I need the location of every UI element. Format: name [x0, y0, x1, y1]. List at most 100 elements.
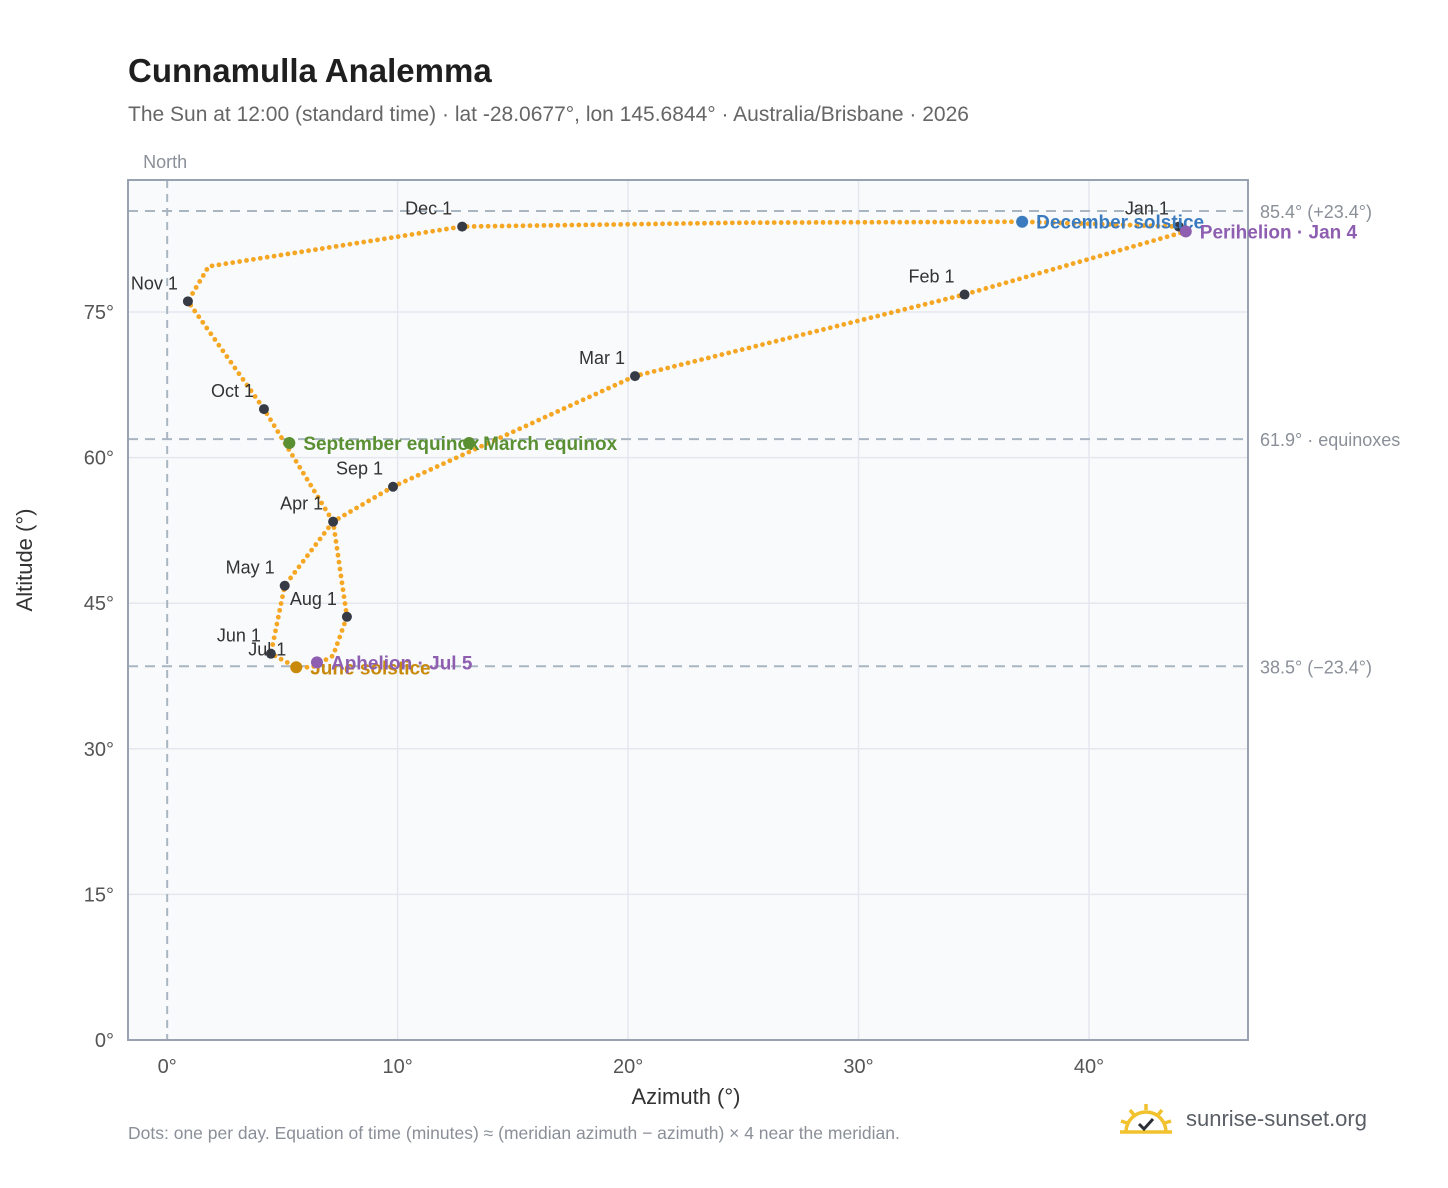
daily-dot	[453, 455, 459, 461]
daily-dot	[232, 365, 238, 371]
daily-dot	[1003, 280, 1009, 286]
daily-dot	[946, 219, 952, 225]
daily-dot	[336, 559, 342, 565]
daily-dot	[1085, 221, 1091, 227]
daily-dot	[339, 628, 345, 633]
daily-dot	[422, 469, 427, 475]
daily-dot	[479, 443, 484, 449]
daily-dot	[275, 429, 281, 435]
daily-dot	[895, 308, 901, 314]
daily-dot	[814, 328, 820, 334]
daily-dot	[212, 337, 218, 342]
daily-dot	[1057, 220, 1063, 226]
daily-dot	[1077, 259, 1083, 265]
daily-dot	[534, 223, 540, 228]
daily-dot	[834, 323, 840, 329]
daily-dot	[1090, 255, 1096, 261]
daily-dot	[223, 261, 229, 267]
daily-dot	[1002, 219, 1007, 225]
daily-dot	[513, 223, 519, 229]
daily-dot	[337, 634, 343, 640]
daily-dot	[606, 385, 611, 391]
daily-dot	[780, 337, 786, 342]
daily-dot	[274, 621, 280, 627]
daily-dot	[491, 438, 497, 443]
daily-dot	[326, 245, 332, 250]
daily-dot	[787, 335, 793, 341]
event-marker	[1179, 225, 1192, 238]
plot-frame	[127, 179, 1249, 1041]
daily-dot	[1009, 219, 1014, 225]
daily-dot	[315, 494, 321, 500]
daily-dot	[313, 542, 319, 547]
daily-dot	[611, 222, 617, 227]
y-tick-label: 60°	[84, 448, 114, 470]
daily-dot	[334, 641, 340, 647]
daily-dot	[305, 553, 310, 559]
daily-dot	[300, 558, 306, 564]
daily-dot	[868, 315, 874, 321]
event-label: Aphelion · Jul 5	[331, 653, 473, 674]
daily-dot	[332, 647, 338, 653]
daily-dot	[317, 536, 323, 542]
daily-dot	[278, 252, 284, 258]
daily-dot	[1071, 220, 1077, 226]
daily-dot	[875, 313, 881, 319]
daily-dot	[936, 298, 942, 304]
daily-dot	[599, 388, 605, 394]
daily-dot	[1043, 268, 1049, 274]
daily-dot	[415, 472, 421, 478]
daily-dot	[335, 552, 341, 558]
daily-dot	[653, 221, 658, 227]
daily-dot	[1078, 221, 1084, 226]
daily-dot	[360, 502, 365, 507]
daily-dot	[729, 220, 735, 226]
month-label: Jun 1	[217, 626, 261, 646]
daily-dot	[240, 376, 246, 382]
chart-title: Cunnamulla Analemma	[128, 52, 492, 89]
daily-dot	[576, 222, 582, 228]
daily-dot	[925, 219, 931, 225]
chart-subtitle: The Sun at 12:00 (standard time) · lat -…	[128, 103, 969, 126]
daily-dot	[688, 221, 693, 226]
daily-dot	[423, 229, 429, 235]
daily-dot	[785, 220, 791, 225]
y-axis-title: Altitude (°)	[12, 509, 37, 612]
daily-dot	[396, 481, 402, 487]
daily-dot	[341, 621, 347, 627]
daily-dot	[618, 379, 624, 385]
y-tick-label: 45°	[84, 593, 114, 615]
plot-area	[128, 180, 1248, 1040]
daily-dot	[492, 223, 498, 229]
daily-dot	[340, 587, 346, 593]
brand-name[interactable]: sunrise-sunset.org	[1186, 1106, 1367, 1131]
daily-dot	[1104, 251, 1110, 257]
daily-dot	[712, 353, 718, 359]
daily-dot	[799, 220, 805, 225]
daily-dot	[915, 303, 921, 309]
daily-dot	[580, 397, 586, 403]
daily-dot	[332, 532, 338, 537]
event-label: June solstice	[310, 658, 430, 679]
brand[interactable]: sunrise-sunset.org	[1120, 1102, 1367, 1136]
daily-dot	[271, 423, 277, 429]
daily-dot	[416, 230, 422, 236]
event-marker	[463, 437, 476, 450]
daily-dot	[773, 338, 779, 344]
daily-dot	[361, 239, 367, 245]
daily-dot	[471, 224, 477, 229]
daily-dot	[562, 222, 568, 228]
daily-dot	[1064, 220, 1070, 226]
month-marker	[959, 289, 970, 300]
daily-dot	[1120, 222, 1126, 228]
y-tick-label: 75°	[84, 302, 114, 324]
daily-dot	[472, 446, 478, 452]
daily-dot	[569, 222, 575, 228]
daily-dot	[646, 221, 651, 227]
grid	[128, 180, 1248, 1041]
daily-dot	[333, 538, 339, 544]
daily-dot	[403, 478, 408, 484]
daily-dot	[1099, 221, 1105, 227]
daily-dot	[216, 262, 222, 268]
